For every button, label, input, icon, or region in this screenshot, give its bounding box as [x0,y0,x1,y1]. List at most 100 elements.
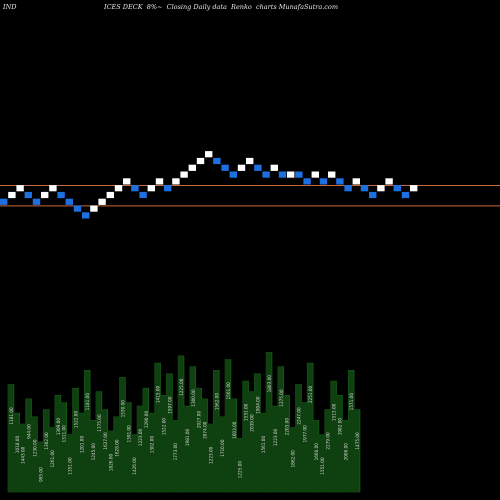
volume-bar [84,370,90,492]
volume-label: 1225.00 [238,461,243,479]
volume-label: 1515.00 [332,403,337,421]
renko-brick-up [123,178,131,185]
volume-bar [125,402,131,492]
renko-brick-down [336,178,344,185]
volume-bar [154,363,160,492]
renko-brick-up [196,157,205,165]
renko-brick-up [155,178,164,185]
volume-label: 1571.00 [349,393,354,411]
renko-brick-up [90,205,98,212]
volume-label: 2039.00 [250,414,255,432]
volume-bar [72,388,78,492]
renko-brick-down [319,178,328,185]
volume-label: 1201.00 [79,436,84,454]
volume-bar [37,441,43,492]
volume-label: 1826.00 [109,453,114,471]
renko-brick-up [270,164,278,171]
volume-bar [260,413,266,492]
volume-label: 2203.00 [285,418,290,436]
volume-label: 1561.00 [226,382,231,400]
renko-brick-up [8,191,16,199]
volume-label: 1426.00 [132,457,137,475]
volume-bar [348,370,354,492]
volume-bar [207,424,213,492]
volume-label: 1223.00 [138,428,143,446]
renko-brick-down [229,171,237,178]
renko-brick-up [311,171,319,178]
title-description: ICES DECK 8%~ Closing Daily data Renko c… [104,3,338,11]
volume-bar [13,413,19,492]
renko-brick-up [246,157,254,165]
title-ticker: IND [3,3,17,11]
renko-brick-down [221,164,229,171]
renko-brick-up [237,164,246,171]
volume-bar [119,377,125,492]
renko-brick-down [295,171,303,178]
volume-label: 1561.00 [261,436,266,454]
volume-bar [354,409,359,492]
volume-label: 1261.00 [50,450,55,468]
renko-brick-up [16,185,24,192]
chart-title: IND ICES DECK 8%~ Closing Daily data Ren… [0,3,500,15]
volume-bar [295,384,301,492]
volume-label: 1223.00 [273,428,278,446]
volume-bar [272,406,277,492]
volume-label: 1603.00 [232,421,237,439]
volume-bar [101,409,107,492]
volume-bar [178,355,183,492]
volume-label: 2251.00 [308,385,313,403]
volume-bar [313,420,318,492]
renko-brick-down [32,198,41,205]
volume-label: 1443.00 [21,446,26,464]
renko-brick-up [172,178,180,185]
volume-label: 1311.00 [62,425,67,443]
renko-brick-down [213,157,221,165]
volume-bar [31,416,37,492]
volume-bar [60,402,66,492]
volume-label: 1309.00 [56,418,61,436]
renko-brick-down [278,171,287,178]
volume-label: 1415.00 [156,385,161,403]
volume-bar [49,427,54,492]
volume-label: 1351.00 [68,457,73,475]
renko-brick-down [73,205,82,212]
renko-brick-up [188,164,196,171]
volume-label: 1302.00 [150,436,155,454]
volume-bar [307,363,313,492]
renko-brick-down [303,178,311,185]
volume-label: 1522.00 [162,418,167,436]
renko-brick-down [0,198,8,205]
renko-brick-up [205,151,213,158]
renko-brick-up [377,185,385,192]
renko-brick-up [385,178,393,185]
volume-label: 995.00 [38,467,43,482]
volume-label: 1982.00 [338,418,343,436]
volume-bar [43,409,49,492]
volume-label: 2074.00 [203,421,208,439]
volume-label: 2006.00 [343,443,348,461]
renko-brick-up [328,171,336,178]
volume-bar [131,434,137,492]
volume-bar [189,366,195,492]
volume-bar [301,402,307,492]
volume-label: 1018.00 [15,436,20,454]
renko-brick-down [360,185,369,192]
volume-label: 1710.00 [220,439,225,457]
renko-brick-down [401,191,410,199]
volume-label: 1300.00 [191,389,196,407]
volume-label: 1803.00 [267,375,272,393]
volume-label: 1775.00 [97,414,102,432]
renko-brick-up [410,185,418,192]
volume-label: 1530.00 [120,400,125,418]
volume-bar [184,406,189,492]
volume-bar [90,420,95,492]
volume-bar [248,391,254,492]
volume-bar [195,388,201,492]
renko-brick-down [164,185,172,192]
volume-label: 1475.00 [355,432,360,450]
volume-label: 1562.00 [214,393,219,411]
volume-bar [160,395,166,492]
volume-bar [142,388,148,492]
volume-bar [66,434,72,492]
renko-brick-down [65,198,73,205]
